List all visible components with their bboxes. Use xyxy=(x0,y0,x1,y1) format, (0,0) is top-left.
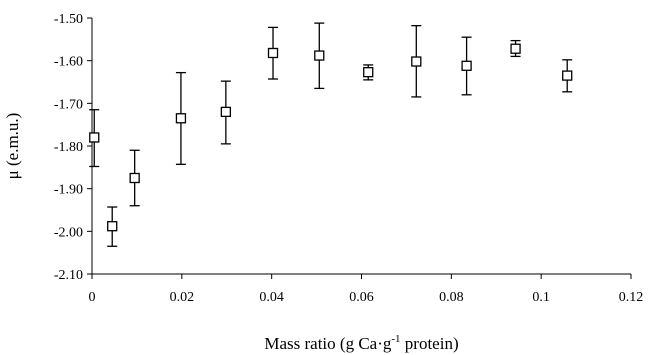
x-tick-label: 0.04 xyxy=(259,290,284,305)
data-point-marker xyxy=(107,221,118,232)
data-point-group xyxy=(220,80,232,145)
data-point-group xyxy=(411,25,422,98)
data-point-group xyxy=(314,22,325,90)
data-point-marker xyxy=(461,60,472,71)
x-tick-label: 0.1 xyxy=(532,290,550,305)
data-point-marker xyxy=(510,43,521,54)
data-point-marker xyxy=(89,132,100,143)
y-tick-label: -2.10 xyxy=(54,268,83,283)
data-point-group xyxy=(175,71,187,165)
x-ticks: 0 0.02 0.04 0.06 0.08 0.1 0.12 xyxy=(89,274,644,305)
y-tick-label: -1.90 xyxy=(54,183,83,198)
y-tick-label: -1.50 xyxy=(54,12,83,27)
data-point-group xyxy=(461,36,472,96)
data-point-marker xyxy=(562,70,573,81)
x-tick-label: 0.12 xyxy=(619,290,644,305)
y-axis-title: μ (e.m.u.) xyxy=(3,113,22,180)
data-point-group xyxy=(510,39,521,58)
x-tick-label: 0 xyxy=(89,290,96,305)
y-tick-label: -1.70 xyxy=(54,97,83,112)
y-ticks: -1.50 -1.60 -1.70 -1.80 -1.90 -2.00 -2.10 xyxy=(54,12,92,283)
y-tick-label: -1.80 xyxy=(54,140,83,155)
x-axis-title-superscript: -1 xyxy=(391,333,400,345)
x-tick-label: 0.08 xyxy=(439,290,464,305)
x-tick-label: 0.06 xyxy=(349,290,374,305)
data-point-group xyxy=(267,26,279,80)
x-axis-title: Mass ratio (g Ca·g-1 protein) xyxy=(264,333,458,353)
data-point-marker xyxy=(220,106,232,118)
data-point-marker xyxy=(267,47,279,59)
data-point-group xyxy=(562,59,573,93)
x-axis-title-main: Mass ratio (g Ca·g xyxy=(264,334,392,353)
data-point-marker xyxy=(314,50,325,61)
data-point-marker xyxy=(129,172,140,184)
y-tick-label: -1.60 xyxy=(54,55,83,70)
data-point-group xyxy=(129,149,140,207)
data-point-group xyxy=(89,109,100,168)
data-points xyxy=(89,22,573,247)
y-tick-label: -2.00 xyxy=(54,225,83,240)
x-tick-label: 0.02 xyxy=(170,290,195,305)
data-point-group xyxy=(107,206,118,247)
data-point-marker xyxy=(363,67,374,78)
axes xyxy=(91,18,631,275)
data-point-marker xyxy=(411,56,422,67)
x-axis-title-suffix: protein) xyxy=(401,334,459,353)
data-point-group xyxy=(363,64,374,81)
data-point-marker xyxy=(175,113,187,124)
